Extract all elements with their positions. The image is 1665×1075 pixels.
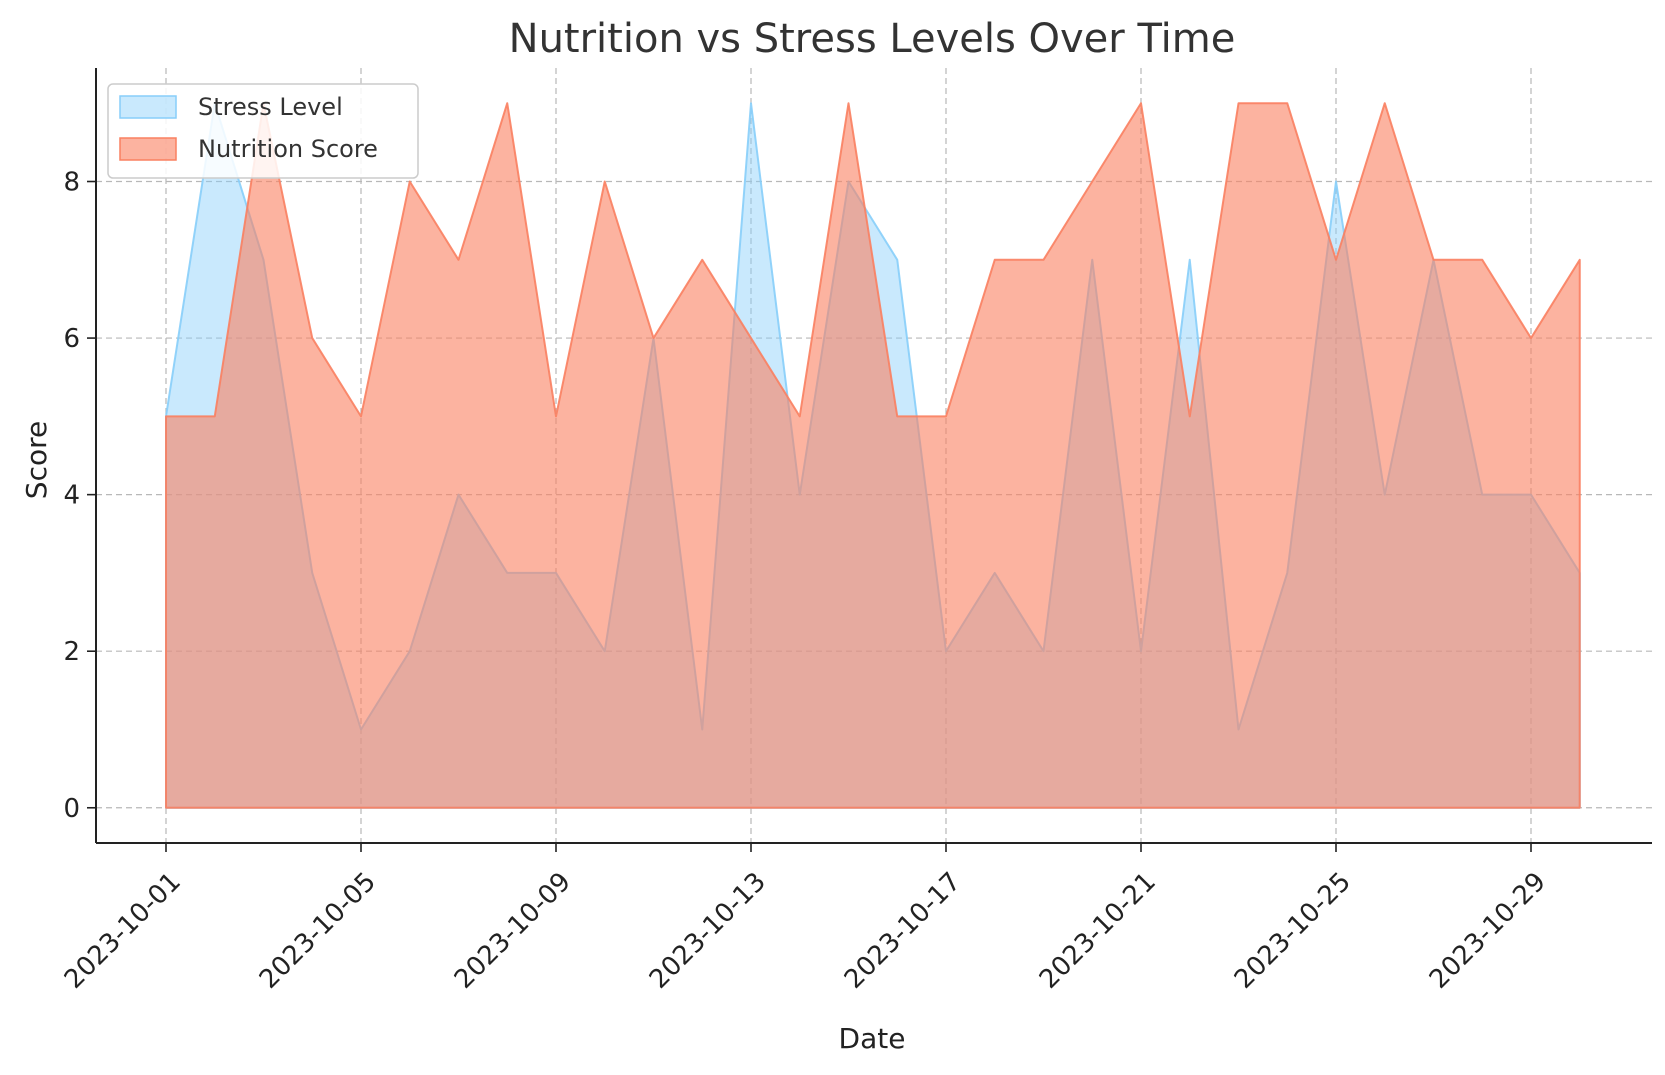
y-tick-label: 0 (63, 794, 80, 824)
y-tick-label: 2 (63, 637, 80, 667)
nutrition-score-area (165, 102, 1581, 809)
x-tick-label: 2023-10-13 (644, 867, 772, 995)
plot-areas (165, 102, 1581, 809)
x-ticks: 2023-10-01 2023-10-05 2023-10-09 2023-10-13… (59, 843, 1552, 995)
x-tick-label: 2023-10-29 (1424, 867, 1552, 995)
y-tick-label: 8 (63, 168, 80, 198)
y-ticks: 0 2 4 6 8 (63, 168, 96, 824)
axes (95, 68, 1652, 844)
x-tick-label: 2023-10-01 (59, 867, 187, 995)
legend-entry: Stress Level (198, 93, 343, 121)
y-tick-label: 4 (63, 481, 80, 511)
x-tick-label: 2023-10-21 (1034, 867, 1162, 995)
chart-title: Nutrition vs Stress Levels Over Time (509, 16, 1236, 62)
x-tick-label: 2023-10-17 (839, 867, 967, 995)
x-tick-label: 2023-10-05 (254, 867, 382, 995)
x-axis-label: Date (839, 1022, 906, 1055)
y-axis-label: Score (20, 421, 53, 499)
x-tick-label: 2023-10-25 (1229, 867, 1357, 995)
legend-entry: Nutrition Score (198, 135, 378, 163)
x-tick-label: 2023-10-09 (449, 867, 577, 995)
legend-swatch (119, 137, 177, 161)
legend-swatch (119, 95, 177, 119)
y-tick-label: 6 (63, 324, 80, 354)
legend: Stress Level Nutrition Score (107, 83, 419, 179)
legend-box (107, 83, 419, 179)
